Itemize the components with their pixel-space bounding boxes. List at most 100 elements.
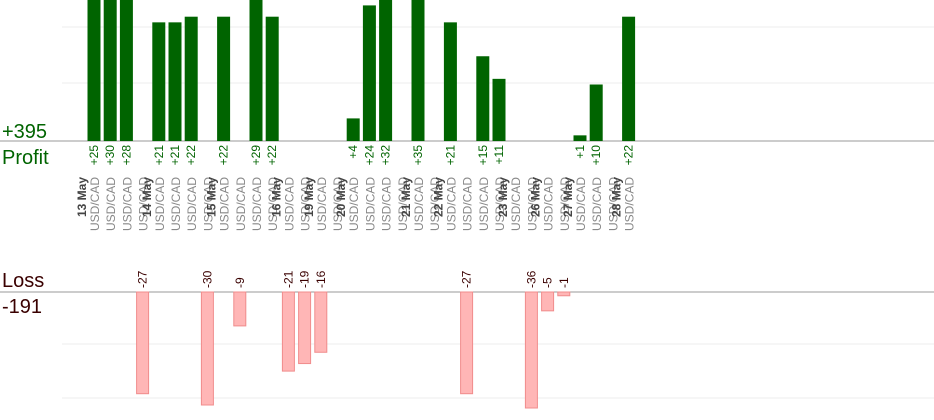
pair-label: USD/CAD: [461, 177, 475, 231]
profit-value-label: +22: [217, 145, 231, 166]
profit-bar: [622, 16, 636, 142]
pair-label: USD/CAD: [266, 177, 280, 231]
loss-value-label: -30: [200, 270, 214, 288]
pair-label: USD/CAD: [201, 177, 215, 231]
pair-label: USD/CAD: [428, 177, 442, 231]
loss-bar: [314, 291, 328, 353]
profit-bar: [411, 0, 425, 141]
pair-label: USD/CAD: [412, 177, 426, 231]
profit-bar: [346, 118, 360, 141]
pair-label: USD/CAD: [380, 177, 394, 231]
profit-bar: [573, 135, 587, 141]
profit-value-label: +4: [346, 145, 360, 159]
date-label: 27 May: [561, 177, 575, 217]
profit-value-label: +11: [492, 145, 506, 165]
profit-value-label: +29: [249, 145, 263, 166]
date-label: 14 May: [140, 177, 154, 217]
bars: [87, 0, 636, 409]
profit-value-label: +1: [573, 145, 587, 159]
pair-label: USD/CAD: [153, 177, 167, 231]
profit-bar: [589, 84, 603, 141]
profit-value-label: +21: [168, 145, 182, 166]
pair-label: USD/CAD: [590, 177, 604, 231]
pair-label: USD/CAD: [234, 177, 248, 231]
loss-label: Loss: [2, 270, 44, 292]
pair-label: USD/CAD: [363, 177, 377, 231]
loss-value-label: -16: [314, 270, 328, 288]
loss-value-label: -21: [281, 270, 295, 288]
loss-value-label: -9: [233, 277, 247, 288]
pair-label: USD/CAD: [88, 177, 102, 231]
profit-bar: [443, 22, 457, 142]
profit-value-label: +35: [411, 145, 425, 166]
pair-label: USD/CAD: [509, 177, 523, 231]
pair-label: USD/CAD: [299, 177, 313, 231]
pair-label: USD/CAD: [331, 177, 345, 231]
loss-value-label: -27: [460, 270, 474, 288]
loss-bar: [541, 291, 555, 312]
date-label: 26 May: [529, 177, 543, 217]
pair-label: USD/CAD: [315, 177, 329, 231]
pair-label: USD/CAD: [574, 177, 588, 231]
profit-value-label: +21: [152, 145, 166, 166]
profit-bar: [492, 78, 506, 141]
loss-bar: [524, 291, 538, 409]
loss-bar: [233, 291, 247, 327]
pair-label: USD/CAD: [606, 177, 620, 231]
pair-label: USD/CAD: [137, 177, 151, 231]
profit-bar: [87, 0, 101, 141]
date-label: 28 May: [610, 177, 624, 217]
profit-bar: [103, 0, 117, 141]
profit-value-label: +30: [103, 145, 117, 166]
profit-value-label: +25: [87, 145, 101, 166]
pair-label: USD/CAD: [477, 177, 491, 231]
loss-bar: [298, 291, 312, 365]
loss-value-label: -27: [136, 270, 150, 288]
profit-bar: [476, 56, 490, 141]
loss-bar: [460, 291, 474, 395]
profit-bar: [168, 22, 182, 142]
date-label: 20 May: [334, 177, 348, 217]
profit-value-label: +10: [589, 145, 603, 166]
loss-total: -191: [2, 296, 42, 318]
loss-value-label: -36: [524, 270, 538, 288]
profit-value-label: +28: [119, 145, 133, 166]
profit-bar: [119, 0, 133, 141]
pair-label: USD/CAD: [169, 177, 183, 231]
pair-label: USD/CAD: [120, 177, 134, 231]
pair-label: USD/CAD: [282, 177, 296, 231]
date-label: 21 May: [399, 177, 413, 217]
pair-label: USD/CAD: [396, 177, 410, 231]
profit-bar: [379, 0, 393, 141]
date-label: 23 May: [496, 177, 510, 217]
profit-bar: [184, 16, 198, 142]
pair-label: USD/CAD: [558, 177, 572, 231]
profit-value-label: +15: [476, 145, 490, 166]
profit-bar: [152, 22, 166, 142]
date-label: 16 May: [269, 177, 283, 217]
profit-value-label: +22: [184, 145, 198, 166]
loss-bar: [281, 291, 295, 372]
value-labels: +25 +30 +28-27+21 +21 +22-30+22-9+29 +22-21 -1…: [87, 145, 636, 288]
profit-label: Profit: [2, 147, 49, 169]
pair-label: USD/CAD: [525, 177, 539, 231]
loss-bar: [557, 291, 571, 297]
profit-value-label: +21: [443, 145, 457, 166]
loss-value-label: -19: [298, 270, 312, 288]
pair-label: USD/CAD: [104, 177, 118, 231]
loss-bar: [136, 291, 150, 395]
profit-total: +395: [2, 121, 47, 143]
loss-value-label: -1: [557, 277, 571, 288]
date-label: 15 May: [205, 177, 219, 217]
profit-value-label: +32: [379, 145, 393, 166]
profit-value-label: +22: [265, 145, 279, 166]
loss-bar: [200, 291, 214, 406]
date-label: 19 May: [302, 177, 316, 217]
pair-label: USD/CAD: [493, 177, 507, 231]
profit-value-label: +22: [622, 145, 636, 166]
date-label: 22 May: [431, 177, 445, 217]
profit-bar: [362, 5, 376, 142]
pair-label: USD/CAD: [542, 177, 556, 231]
pair-label: USD/CAD: [250, 177, 264, 231]
